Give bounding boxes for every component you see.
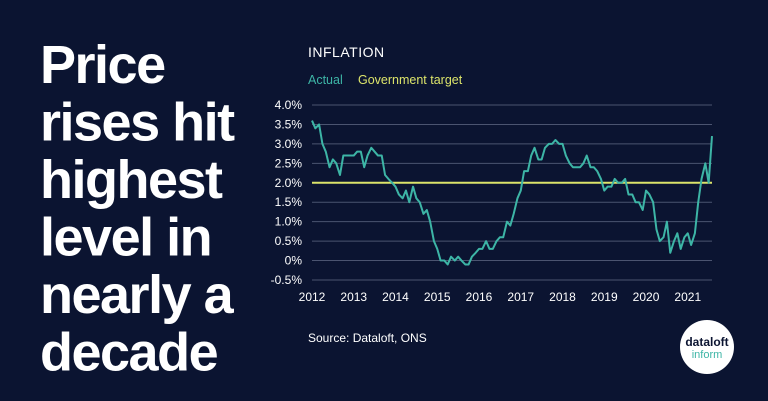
x-tick-label: 2015 bbox=[424, 290, 451, 304]
logo-badge bbox=[680, 320, 734, 374]
x-tick-label: 2012 bbox=[299, 290, 326, 304]
legend-entry: Government target bbox=[358, 73, 463, 87]
y-tick-label: 2.5% bbox=[275, 156, 303, 170]
headline-line: nearly a bbox=[40, 265, 235, 325]
y-tick-label: 1.5% bbox=[275, 195, 303, 209]
logo-top: dataloft bbox=[685, 335, 728, 349]
y-tick-label: 2.0% bbox=[275, 176, 303, 190]
y-tick-label: 4.0% bbox=[275, 98, 303, 112]
x-tick-label: 2016 bbox=[466, 290, 493, 304]
x-tick-label: 2017 bbox=[507, 290, 534, 304]
x-tick-label: 2019 bbox=[591, 290, 618, 304]
x-tick-label: 2014 bbox=[382, 290, 409, 304]
y-tick-label: 1.0% bbox=[275, 215, 303, 229]
x-tick-label: 2021 bbox=[674, 290, 701, 304]
y-tick-label: 0% bbox=[285, 254, 303, 268]
x-tick-label: 2018 bbox=[549, 290, 576, 304]
headline-line: decade bbox=[40, 323, 218, 383]
plot: -0.5% 0% 0.5% 1.0% 1.5% 2.0% 2.5% 3.0% 3.5% 4.0% 2… bbox=[271, 98, 713, 304]
logo-bottom: inform bbox=[692, 349, 723, 361]
y-tick-label: -0.5% bbox=[271, 273, 303, 287]
headline-line: rises hit bbox=[40, 93, 235, 153]
y-tick-label: 3.5% bbox=[275, 117, 303, 131]
y-tick-label: 0.5% bbox=[275, 234, 303, 248]
headline-line: level in bbox=[40, 208, 211, 268]
chart-title: INFLATION bbox=[308, 44, 385, 60]
headline-line: Price bbox=[40, 35, 165, 95]
headline-line: highest bbox=[40, 150, 223, 210]
y-tick-label: 3.0% bbox=[275, 137, 303, 151]
legend-entry: Actual bbox=[308, 73, 343, 87]
x-tick-label: 2020 bbox=[633, 290, 660, 304]
x-tick-label: 2013 bbox=[340, 290, 367, 304]
line-series bbox=[311, 120, 713, 266]
source: Source: Dataloft, ONS bbox=[308, 331, 427, 345]
